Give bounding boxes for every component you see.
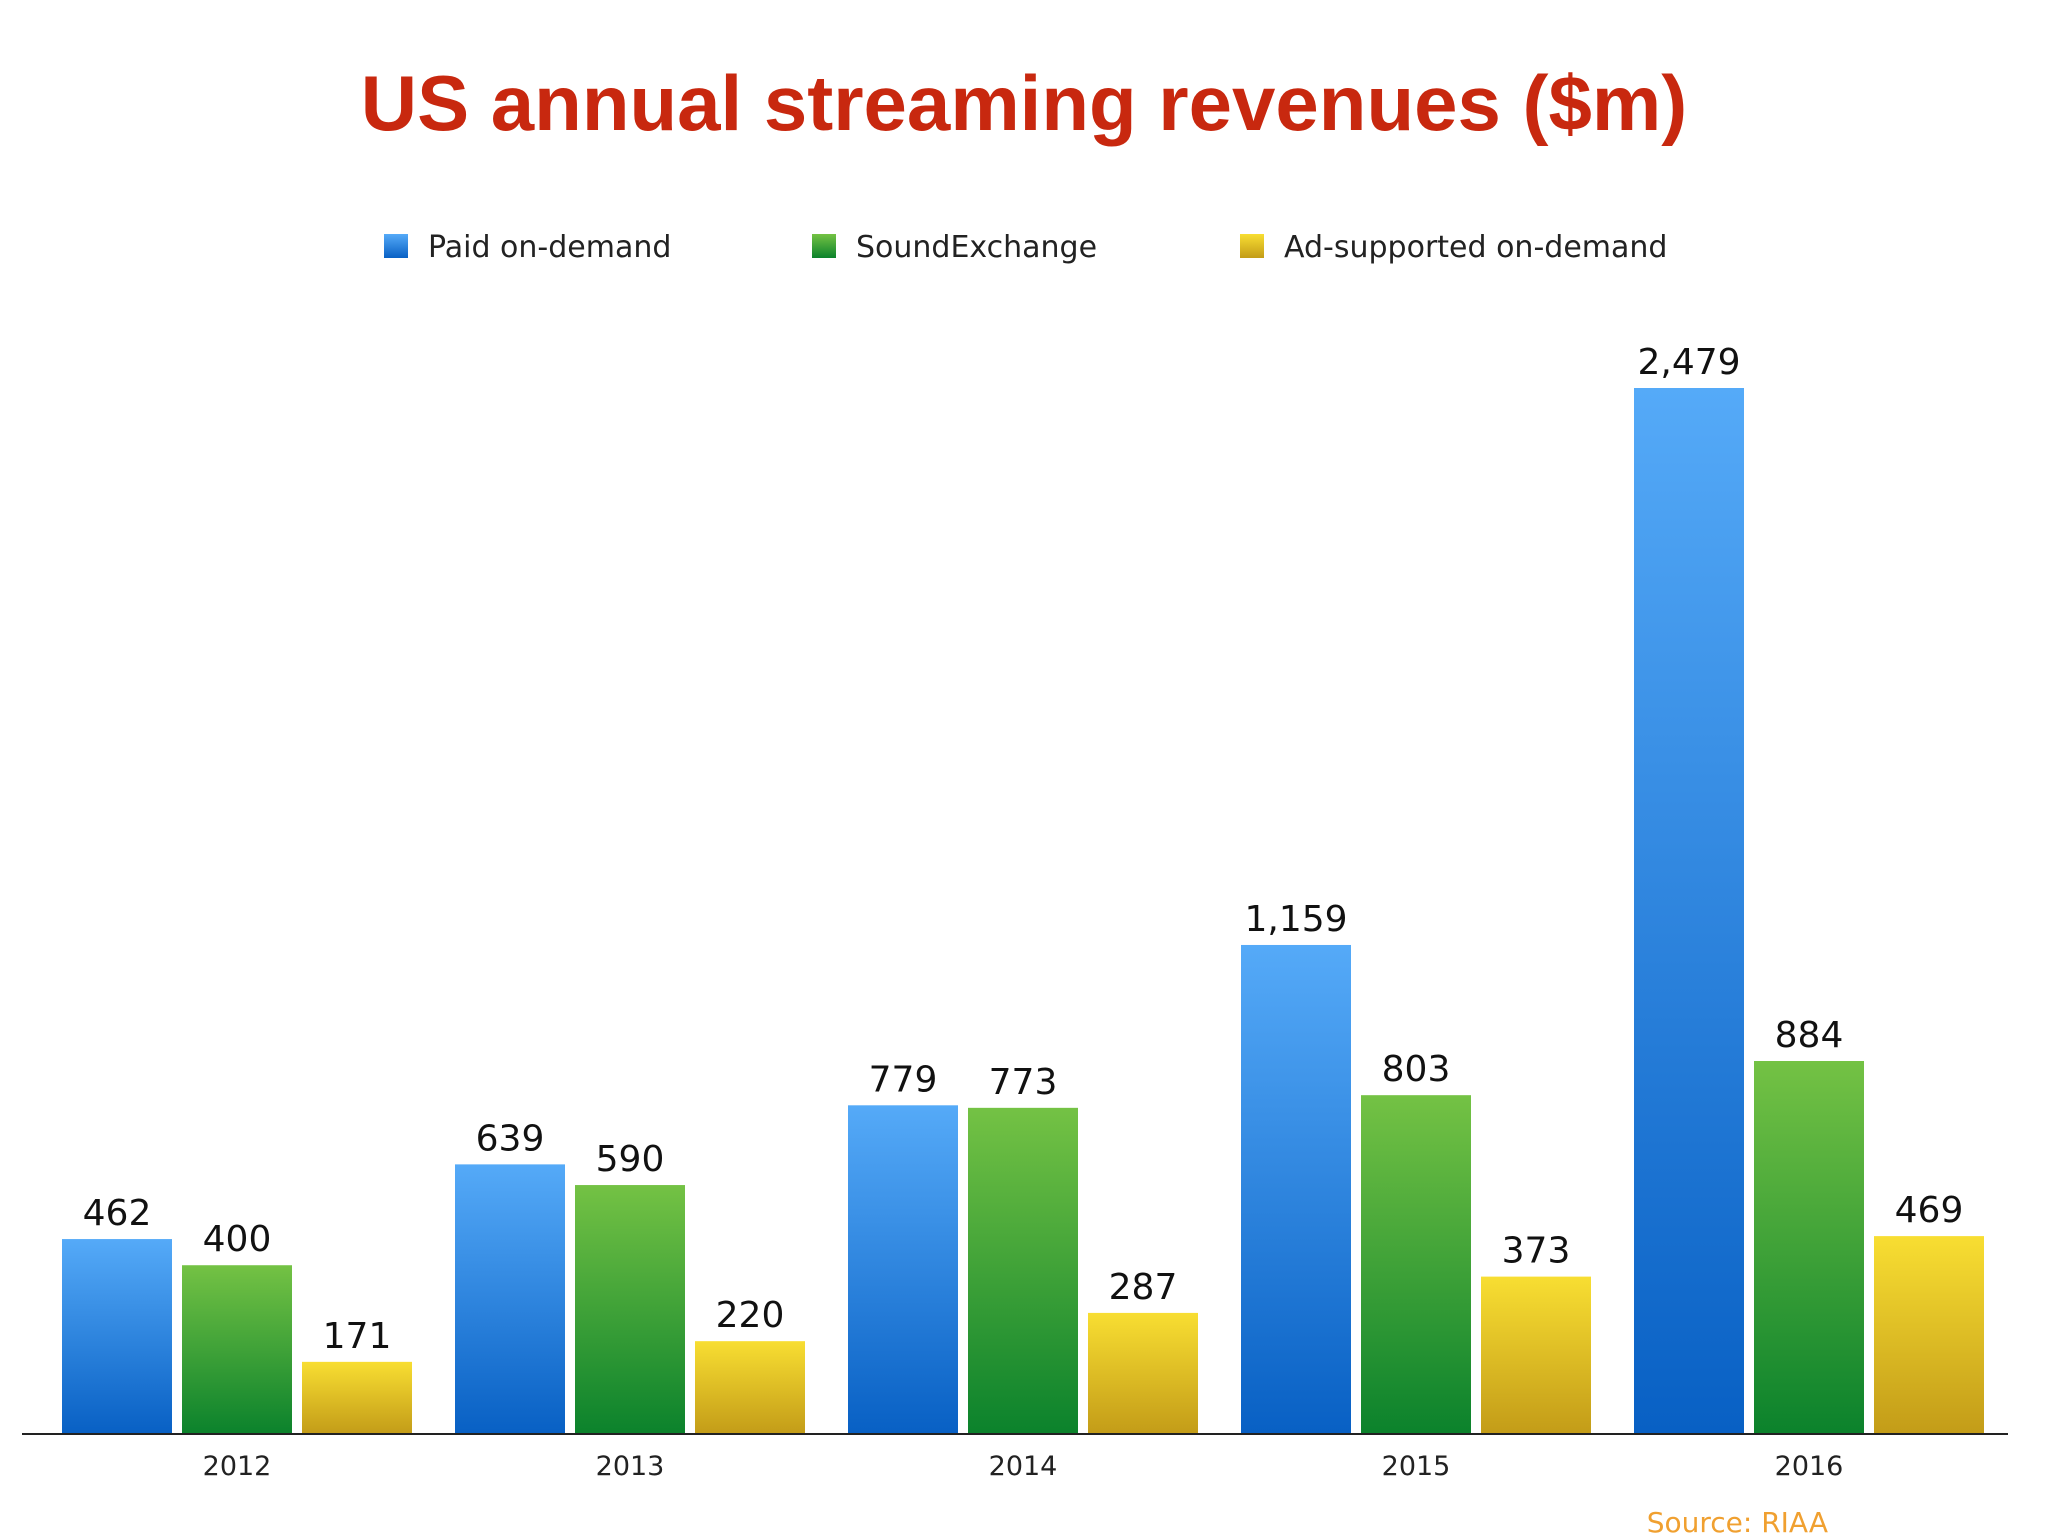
bar <box>968 1107 1078 1434</box>
x-tick-label: 2015 <box>1382 1451 1451 1482</box>
chart-title: US annual streaming revenues ($m) <box>360 59 1688 147</box>
data-label: 779 <box>869 1059 938 1100</box>
bar <box>455 1164 565 1434</box>
bar <box>695 1341 805 1434</box>
data-label: 171 <box>323 1316 392 1357</box>
data-label: 1,159 <box>1244 899 1347 940</box>
bar <box>1754 1061 1864 1434</box>
bar <box>302 1361 412 1434</box>
bar <box>1361 1095 1471 1434</box>
data-label: 469 <box>1895 1190 1964 1231</box>
legend-label: Paid on-demand <box>428 230 671 265</box>
legend-swatch <box>384 234 408 258</box>
x-tick-label: 2013 <box>596 1451 665 1482</box>
x-tick-label: 2014 <box>989 1451 1058 1482</box>
data-label: 373 <box>1502 1231 1571 1272</box>
source-note: Source: RIAA <box>1646 1506 1828 1539</box>
bar <box>182 1265 292 1434</box>
data-label: 590 <box>596 1139 665 1180</box>
bar <box>1241 944 1351 1434</box>
bar <box>1481 1276 1591 1434</box>
bar <box>1874 1236 1984 1434</box>
legend-label: Ad-supported on-demand <box>1284 230 1667 265</box>
data-labels-group: 462 400 171 639 590 220 779 773 287 1,159 803 373 2,… <box>83 342 1964 1357</box>
legend: Paid on-demand SoundExchange Ad-supported … <box>384 230 1667 265</box>
legend-swatch <box>812 234 836 258</box>
data-label: 639 <box>476 1118 545 1159</box>
legend-label: SoundExchange <box>856 230 1097 265</box>
bar <box>575 1185 685 1434</box>
data-label: 2,479 <box>1637 342 1740 383</box>
bar <box>1634 388 1744 1434</box>
bar <box>1088 1312 1198 1434</box>
bars-group <box>62 388 1984 1434</box>
x-tick-labels: 2012 2013 2014 2015 2016 <box>203 1451 1844 1482</box>
data-label: 803 <box>1382 1049 1451 1090</box>
data-label: 884 <box>1775 1015 1844 1056</box>
data-label: 462 <box>83 1193 152 1234</box>
data-label: 287 <box>1109 1267 1178 1308</box>
data-label: 400 <box>203 1219 272 1260</box>
bar <box>62 1239 172 1434</box>
data-label: 773 <box>989 1062 1058 1103</box>
x-tick-label: 2016 <box>1775 1451 1844 1482</box>
data-label: 220 <box>716 1295 785 1336</box>
bar <box>848 1105 958 1434</box>
legend-swatch <box>1240 234 1264 258</box>
x-tick-label: 2012 <box>203 1451 272 1482</box>
